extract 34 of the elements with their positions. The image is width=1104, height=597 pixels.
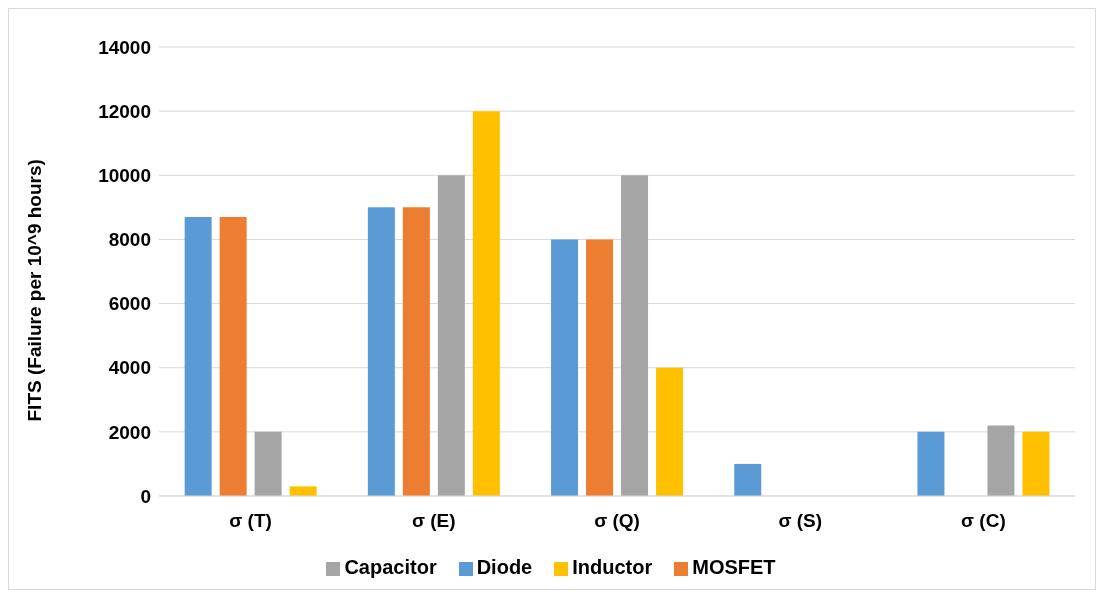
bar — [219, 216, 247, 496]
y-tick-label: 6000 — [108, 293, 151, 315]
y-tick-label: 0 — [140, 485, 151, 507]
bar — [437, 175, 465, 496]
legend-label: Inductor — [572, 556, 653, 578]
bar — [367, 207, 395, 496]
y-axis-title: FITS (Failure per 10^9 hours) — [23, 159, 45, 422]
bar — [586, 239, 614, 496]
legend-label: MOSFET — [692, 556, 776, 578]
bar — [289, 486, 317, 496]
bar — [472, 111, 500, 496]
bar — [184, 216, 212, 496]
y-tick-label: 14000 — [98, 36, 151, 58]
bar — [402, 207, 430, 496]
y-tick-label: 8000 — [108, 229, 151, 251]
x-tick-label: σ (Q) — [594, 510, 640, 532]
y-tick-label: 10000 — [98, 165, 151, 187]
bar — [917, 431, 945, 496]
bar — [987, 425, 1015, 496]
bar — [734, 463, 762, 496]
x-tick-label: σ (C) — [961, 510, 1006, 532]
bar — [254, 431, 282, 496]
bar — [1022, 431, 1050, 496]
y-tick-label: 4000 — [108, 357, 151, 379]
x-tick-label: σ (S) — [778, 510, 822, 532]
x-tick-label: σ (E) — [412, 510, 456, 532]
y-tick-label: 12000 — [98, 100, 151, 122]
bar — [656, 367, 684, 496]
y-tick-label: 2000 — [108, 421, 151, 443]
bar — [551, 239, 579, 496]
bar — [621, 175, 649, 496]
legend-label: Capacitor — [344, 556, 437, 578]
legend-label: Diode — [476, 556, 533, 578]
x-tick-label: σ (T) — [229, 510, 272, 532]
